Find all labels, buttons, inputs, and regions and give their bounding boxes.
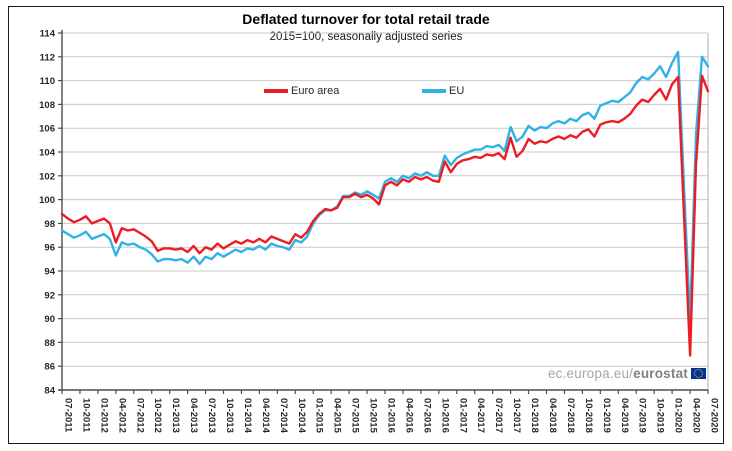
y-tick-label: 88 bbox=[44, 338, 55, 349]
x-tick-label: 07-2012 bbox=[134, 398, 145, 433]
x-tick-label: 04-2015 bbox=[332, 398, 343, 434]
x-tick-label: 01-2019 bbox=[601, 398, 612, 433]
x-tick-label: 04-2018 bbox=[547, 398, 558, 433]
watermark-eurostat: eurostat bbox=[633, 365, 688, 381]
y-tick-label: 98 bbox=[44, 219, 55, 230]
x-tick-label: 07-2015 bbox=[350, 398, 361, 434]
x-tick-label: 10-2013 bbox=[224, 398, 235, 433]
chart-title: Deflated turnover for total retail trade bbox=[242, 11, 490, 27]
series-line-euro-area bbox=[60, 74, 710, 357]
y-tick-label: 102 bbox=[39, 171, 55, 182]
x-tick-label: 04-2019 bbox=[619, 398, 630, 433]
x-tick-label: 07-2014 bbox=[278, 398, 289, 434]
legend-item-euro-area: Euro area bbox=[264, 84, 339, 98]
watermark-url-prefix: ec.europa.eu/ bbox=[547, 365, 634, 381]
y-tick-label: 114 bbox=[40, 29, 56, 40]
x-tick-label: 01-2016 bbox=[386, 398, 397, 433]
watermark: ec.europa.eu/eurostat bbox=[548, 365, 706, 381]
x-tick-label: 04-2012 bbox=[116, 398, 127, 433]
x-tick-label: 01-2013 bbox=[170, 398, 181, 433]
eu-line-swatch-icon bbox=[422, 89, 446, 93]
x-tick-label: 04-2014 bbox=[260, 398, 271, 434]
x-tick-label: 10-2012 bbox=[152, 398, 163, 433]
x-tick-label: 07-2020 bbox=[709, 398, 720, 433]
x-tick-label: 01-2012 bbox=[98, 398, 109, 433]
y-tick-label: 108 bbox=[39, 100, 55, 111]
y-tick-label: 84 bbox=[44, 386, 55, 397]
y-tick-label: 92 bbox=[44, 290, 55, 301]
y-tick-label: 110 bbox=[40, 76, 55, 87]
x-tick-label: 01-2020 bbox=[673, 398, 684, 433]
x-tick-label: 07-2019 bbox=[637, 398, 648, 433]
x-tick-label: 04-2017 bbox=[475, 398, 486, 433]
chart-subtitle: 2015=100, seasonally adjusted series bbox=[269, 31, 463, 43]
x-tick-label: 10-2017 bbox=[511, 398, 522, 433]
y-tick-label: 104 bbox=[39, 148, 56, 159]
x-tick-label: 10-2018 bbox=[583, 398, 594, 433]
x-tick-label: 07-2017 bbox=[493, 398, 504, 433]
x-tick-label: 07-2013 bbox=[206, 398, 217, 433]
x-tick-label: 01-2018 bbox=[529, 398, 540, 433]
series-line-eu bbox=[60, 50, 710, 324]
y-tick-label: 96 bbox=[44, 243, 55, 254]
x-tick-label: 04-2020 bbox=[691, 398, 702, 433]
x-tick-label: 10-2016 bbox=[439, 398, 450, 433]
x-tick-label: 10-2019 bbox=[655, 398, 666, 433]
x-tick-label: 10-2014 bbox=[296, 398, 307, 434]
euro-area-line-swatch-icon bbox=[264, 89, 288, 93]
x-tick-label: 04-2013 bbox=[188, 398, 199, 433]
x-tick-label: 07-2016 bbox=[421, 398, 432, 433]
y-tick-label: 112 bbox=[40, 52, 55, 63]
x-tick-label: 07-2011 bbox=[63, 398, 74, 433]
x-tick-label: 01-2017 bbox=[457, 398, 468, 433]
chart-outer-border bbox=[8, 6, 724, 444]
y-tick-label: 94 bbox=[44, 267, 55, 278]
x-tick-label: 01-2015 bbox=[314, 398, 325, 434]
x-tick-label: 01-2014 bbox=[242, 398, 253, 434]
y-tick-label: 106 bbox=[39, 124, 55, 135]
x-tick-label: 10-2015 bbox=[368, 398, 379, 434]
x-tick-label: 10-2011 bbox=[80, 398, 91, 433]
x-tick-label: 04-2016 bbox=[403, 398, 414, 433]
y-tick-label: 100 bbox=[39, 195, 55, 206]
legend-label-euro-area: Euro area bbox=[291, 85, 340, 97]
eu-flag-icon bbox=[691, 367, 706, 379]
legend-label-eu: EU bbox=[449, 85, 465, 97]
legend-item-eu: EU bbox=[422, 84, 464, 98]
y-tick-label: 90 bbox=[44, 314, 55, 325]
y-tick-label: 86 bbox=[44, 362, 55, 373]
x-tick-label: 07-2018 bbox=[565, 398, 576, 433]
